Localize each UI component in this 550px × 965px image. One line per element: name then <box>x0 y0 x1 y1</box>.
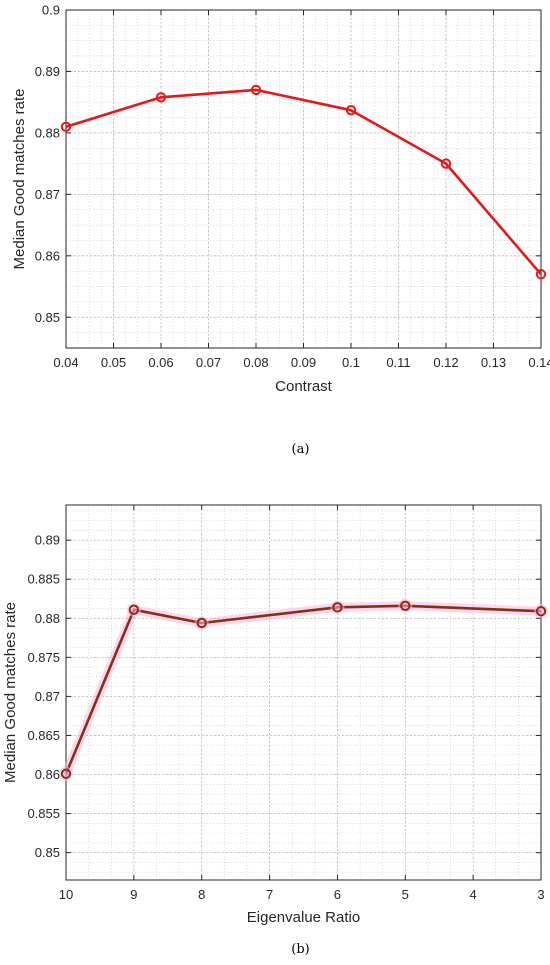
data-point <box>535 606 547 617</box>
x-tick-label: 5 <box>402 887 409 902</box>
x-tick-label: 3 <box>537 887 544 902</box>
x-tick-label: 6 <box>334 887 341 902</box>
y-tick-label: 0.9 <box>42 3 60 18</box>
plot-area <box>66 505 541 880</box>
x-tick-label: 0.07 <box>196 355 221 370</box>
x-tick-label: 0.14 <box>528 355 550 370</box>
series-line <box>65 88 542 276</box>
x-tick-label: 4 <box>470 887 477 902</box>
y-tick-label: 0.87 <box>35 187 60 202</box>
y-axis-label: Median Good matches rate <box>11 89 28 270</box>
x-tick-label: 0.08 <box>243 355 268 370</box>
data-point <box>250 84 262 96</box>
x-tick-label: 9 <box>130 887 137 902</box>
y-tick-label: 0.86 <box>35 767 60 782</box>
data-point <box>535 269 547 280</box>
x-tick-label: 0.05 <box>101 355 126 370</box>
y-tick-label: 0.865 <box>27 728 60 743</box>
y-tick-label: 0.88 <box>35 125 60 140</box>
y-tick-label: 0.85 <box>35 845 60 860</box>
data-point <box>345 104 357 116</box>
chart-a: 0.04 0.05 0.06 0.07 0.08 0.09 0.1 0.11 0.12 0.13 0… <box>11 3 550 458</box>
data-point <box>332 602 343 613</box>
x-tick-label: 10 <box>59 887 73 902</box>
x-axis-label: Eigenvalue Ratio <box>247 909 360 926</box>
x-tick-label: 0.11 <box>386 355 410 370</box>
x-tick-label: 0.12 <box>433 355 458 370</box>
y-tick-label: 0.85 <box>35 310 60 325</box>
data-point <box>196 617 207 629</box>
x-tick-label: 0.04 <box>53 355 78 370</box>
y-axis-label: Median Good matches rate <box>2 602 19 783</box>
data-point <box>128 604 140 615</box>
panel-caption: (b) <box>291 942 309 957</box>
y-tick-label: 0.89 <box>35 64 60 79</box>
x-tick-label: 7 <box>266 887 273 902</box>
chart-b: 10 9 8 7 6 5 4 3 0.85 0.855 0.86 0.865 0.87 0.875 0.88… <box>2 504 548 957</box>
series-line <box>64 604 542 775</box>
y-tick-label: 0.875 <box>27 650 60 665</box>
data-point <box>60 121 72 132</box>
y-tick-label: 0.87 <box>35 689 60 704</box>
data-point <box>440 158 452 169</box>
y-tick-label: 0.88 <box>35 611 60 626</box>
y-tick-label: 0.885 <box>27 572 60 587</box>
x-tick-label: 0.13 <box>481 355 506 370</box>
y-tick-label: 0.89 <box>35 533 60 548</box>
x-tick-label: 0.09 <box>291 355 316 370</box>
y-tick-label: 0.855 <box>27 806 60 821</box>
data-point <box>60 768 72 779</box>
x-axis-label: Contrast <box>275 378 333 395</box>
x-tick-label: 8 <box>198 887 205 902</box>
data-point <box>400 600 411 611</box>
x-tick-label: 0.06 <box>148 355 173 370</box>
data-point <box>155 92 167 103</box>
y-tick-label: 0.86 <box>35 248 60 263</box>
x-tick-label: 0.1 <box>342 355 360 370</box>
panel-caption: (a) <box>292 442 310 457</box>
axes-frame <box>65 504 542 881</box>
